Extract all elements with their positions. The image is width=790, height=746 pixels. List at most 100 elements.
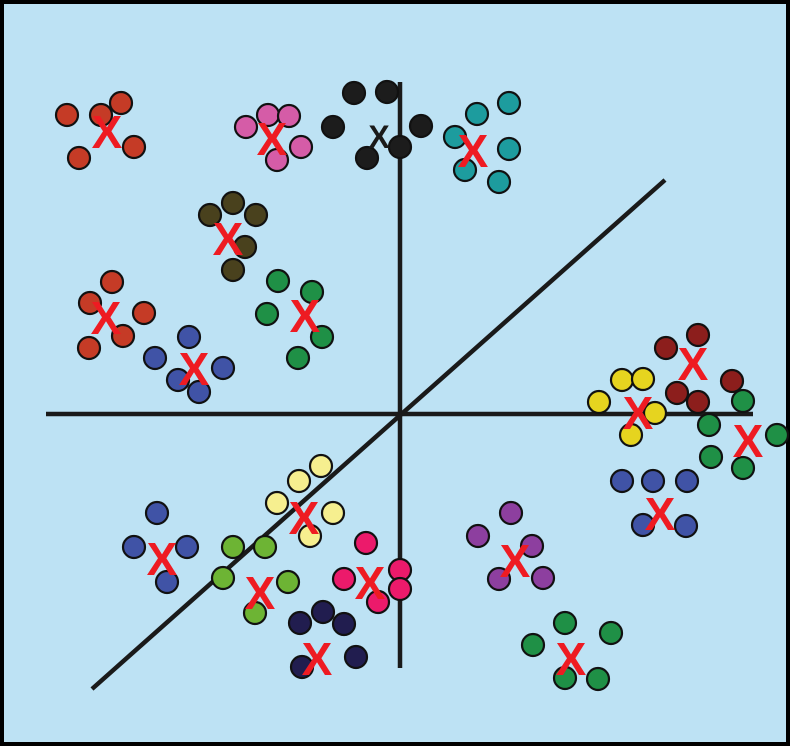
lime-lower-left-point bbox=[252, 534, 278, 560]
maroon-right-point bbox=[685, 322, 711, 348]
pink-upper-point bbox=[276, 103, 302, 129]
maroon-right-centroid-x-mark: X bbox=[678, 338, 709, 390]
red-mid-left-point bbox=[131, 300, 157, 326]
cluster-maroon-right: X bbox=[653, 322, 745, 415]
teal-upper-right-point bbox=[452, 157, 478, 183]
olive-left-point bbox=[232, 234, 258, 260]
black-top-point bbox=[354, 145, 380, 171]
green-right-point bbox=[698, 444, 724, 470]
navy-bottom-center-centroid-x-mark: X bbox=[302, 633, 333, 685]
purple-lower-right-centroid-x-mark: X bbox=[500, 535, 531, 587]
black-top-point bbox=[374, 79, 400, 105]
crimson-center-bottom-point bbox=[365, 589, 391, 615]
red-mid-left-point bbox=[99, 269, 125, 295]
olive-left-centroid-x-mark: X bbox=[213, 213, 244, 265]
red-mid-left-centroid-x-mark: X bbox=[91, 292, 122, 344]
green-bottom-right-centroid-x-mark: X bbox=[556, 633, 587, 685]
blue-mid-left-point bbox=[165, 367, 191, 393]
pale-yellow-center-point bbox=[320, 500, 346, 526]
green-right-point bbox=[696, 412, 722, 438]
black-top-point bbox=[408, 113, 434, 139]
red-upper-left-point bbox=[121, 134, 147, 160]
green-right-centroid-x-mark: X bbox=[733, 415, 764, 467]
navy-bottom-center-point bbox=[289, 654, 315, 680]
lime-lower-left-centroid-x-mark: X bbox=[245, 567, 276, 619]
maroon-right-point bbox=[653, 335, 679, 361]
olive-left-point bbox=[243, 202, 269, 228]
red-mid-left-point bbox=[77, 290, 103, 316]
diagonal-axis-line bbox=[90, 178, 667, 691]
cluster-crimson-center-bottom: X bbox=[331, 530, 413, 615]
blue-mid-left-point bbox=[176, 324, 202, 350]
navy-bottom-center-point bbox=[310, 599, 336, 625]
green-bottom-right-point bbox=[552, 665, 578, 691]
navy-bottom-center-point bbox=[287, 610, 313, 636]
cluster-blue-mid-left: X bbox=[142, 324, 236, 405]
maroon-right-point bbox=[664, 380, 690, 406]
black-top-point bbox=[341, 80, 367, 106]
purple-lower-right-point bbox=[519, 533, 545, 559]
green-bottom-right-point bbox=[598, 620, 624, 646]
pink-upper-point bbox=[233, 114, 259, 140]
pale-yellow-center-point bbox=[286, 468, 312, 494]
purple-lower-right-point bbox=[465, 523, 491, 549]
cluster-pink-upper: X bbox=[233, 102, 314, 173]
lime-lower-left-point bbox=[242, 600, 268, 626]
yellow-right-point bbox=[642, 400, 668, 426]
lime-lower-left-point bbox=[210, 565, 236, 591]
crimson-center-bottom-point bbox=[387, 576, 413, 602]
maroon-right-point bbox=[719, 368, 745, 394]
olive-left-point bbox=[220, 190, 246, 216]
red-mid-left-point bbox=[76, 335, 102, 361]
olive-left-point bbox=[220, 257, 246, 283]
yellow-right-point bbox=[630, 366, 656, 392]
green-middle-centroid-x-mark: X bbox=[290, 290, 321, 342]
crimson-center-bottom-point bbox=[331, 566, 357, 592]
teal-upper-right-point bbox=[496, 90, 522, 116]
blue-right-point bbox=[673, 513, 699, 539]
crimson-center-bottom-point bbox=[353, 530, 379, 556]
blue-right-point bbox=[630, 512, 656, 538]
blue-mid-left-point bbox=[210, 355, 236, 381]
lime-lower-left-point bbox=[275, 569, 301, 595]
cluster-red-mid-left: X bbox=[76, 269, 157, 361]
red-upper-left-point bbox=[108, 90, 134, 116]
yellow-right-point bbox=[586, 389, 612, 415]
cluster-lime-lower-left: X bbox=[210, 534, 301, 626]
teal-upper-right-point bbox=[496, 136, 522, 162]
pale-yellow-center-centroid-x-mark: X bbox=[289, 492, 320, 544]
blue-lower-left-point bbox=[144, 500, 170, 526]
cluster-yellow-right: X bbox=[586, 366, 668, 448]
blue-right-centroid-x-mark: X bbox=[645, 488, 676, 540]
black-top-point bbox=[387, 134, 413, 160]
blue-lower-left-point bbox=[154, 569, 180, 595]
cluster-green-bottom-right: X bbox=[520, 610, 624, 692]
blue-lower-left-point bbox=[121, 534, 147, 560]
green-middle-point bbox=[309, 324, 335, 350]
navy-bottom-center-point bbox=[331, 611, 357, 637]
cluster-navy-bottom-center: X bbox=[287, 599, 369, 685]
purple-lower-right-point bbox=[530, 565, 556, 591]
cluster-red-upper-left: X bbox=[54, 90, 147, 171]
crimson-center-bottom-centroid-x-mark: X bbox=[355, 557, 386, 609]
green-middle-point bbox=[299, 279, 325, 305]
blue-lower-left-point bbox=[174, 534, 200, 560]
green-bottom-right-point bbox=[585, 666, 611, 692]
green-middle-point bbox=[254, 301, 280, 327]
cluster-pale-yellow-center: X bbox=[264, 453, 346, 549]
cluster-purple-lower-right: X bbox=[465, 500, 556, 592]
red-upper-left-point bbox=[88, 102, 114, 128]
red-upper-left-point bbox=[54, 102, 80, 128]
teal-upper-right-point bbox=[486, 169, 512, 195]
teal-upper-right-point bbox=[442, 124, 468, 150]
red-upper-left-point bbox=[66, 145, 92, 171]
cluster-teal-upper-right: X bbox=[442, 90, 522, 195]
green-right-point bbox=[764, 422, 790, 448]
yellow-right-centroid-x-mark: X bbox=[623, 387, 654, 439]
red-upper-left-centroid-x-mark: X bbox=[92, 106, 123, 158]
green-middle-point bbox=[265, 268, 291, 294]
cluster-olive-left: X bbox=[197, 190, 269, 283]
